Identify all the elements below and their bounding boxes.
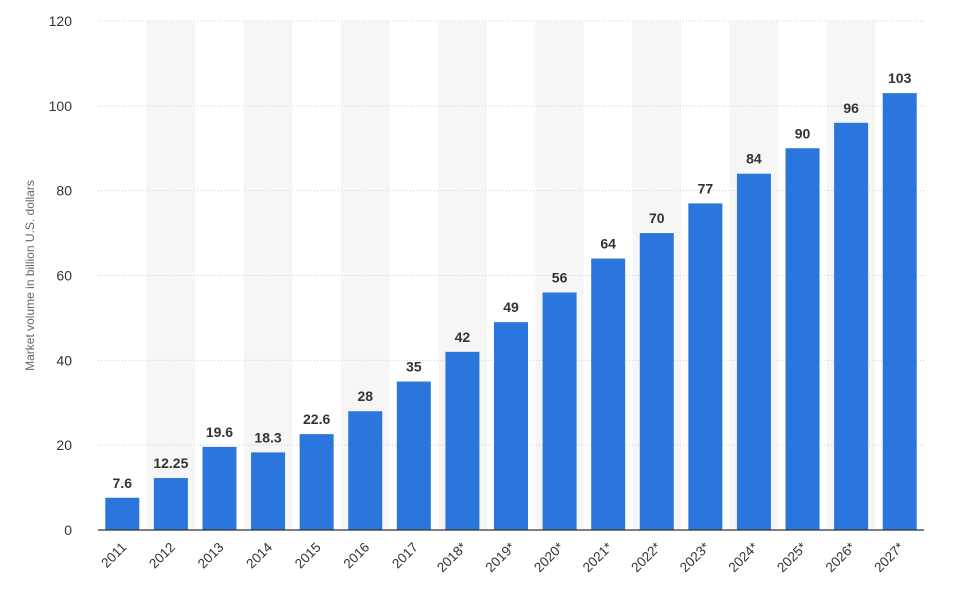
bar-2026 (834, 122, 869, 531)
x-axis-ticks: 2011 2012 2013 2014 2015 2016 2017 2018* 2019* 20… (98, 539, 907, 575)
bar-2013 (202, 446, 237, 530)
y-tick-label: 120 (49, 13, 73, 29)
y-tick-label: 100 (49, 98, 73, 114)
x-tick-label: 2016 (341, 540, 373, 572)
value-label: 56 (552, 269, 568, 285)
bar-2025 (785, 148, 820, 530)
value-label: 96 (843, 100, 859, 116)
value-label: 42 (455, 329, 471, 345)
bar-2012 (153, 478, 188, 530)
bar-2018 (445, 351, 480, 530)
x-tick-label: 2022* (628, 539, 664, 575)
x-tick-label: 2019* (483, 539, 519, 575)
x-tick-label: 2018* (434, 539, 470, 575)
bar-2019 (494, 322, 528, 530)
x-tick-label: 2024* (725, 539, 761, 575)
value-label: 90 (795, 125, 811, 141)
value-label: 22.6 (303, 411, 330, 427)
x-tick-label: 2023* (677, 539, 713, 575)
x-tick-label: 2014 (243, 539, 275, 571)
value-label: 28 (357, 388, 373, 404)
value-label: 19.6 (206, 424, 233, 440)
value-label: 49 (503, 299, 519, 315)
bar-2017 (396, 381, 431, 530)
value-labels: 7.6 12.25 19.6 18.3 22.6 28 35 42 49 56 64 70 77 84 90… (113, 70, 912, 491)
x-tick-label: 2011 (98, 540, 129, 571)
bar-2023 (688, 203, 723, 530)
x-tick-label: 2021* (580, 539, 616, 575)
value-label: 70 (649, 210, 665, 226)
value-label: 7.6 (113, 475, 133, 491)
x-tick-label: 2026* (823, 539, 859, 575)
value-label: 35 (406, 359, 422, 375)
bar-2015 (299, 434, 334, 530)
y-tick-label: 20 (56, 437, 72, 453)
bar-2021 (591, 258, 626, 530)
y-axis-title: Market volume in billion U.S. dollars (23, 180, 37, 371)
bar-2022 (639, 233, 674, 531)
y-tick-label: 60 (56, 268, 72, 284)
x-tick-label: 2020* (531, 539, 567, 575)
value-label: 103 (888, 70, 912, 86)
bar-2024 (736, 173, 771, 530)
bar-2011 (105, 497, 140, 530)
y-tick-label: 0 (64, 522, 72, 538)
bar-2016 (348, 411, 383, 530)
x-tick-label: 2017 (389, 540, 421, 572)
x-tick-label: 2025* (774, 539, 810, 575)
bars (105, 93, 917, 531)
value-label: 18.3 (254, 429, 281, 445)
x-tick-label: 2027* (871, 539, 907, 575)
bar-2020 (542, 292, 577, 530)
x-tick-label: 2012 (146, 540, 178, 572)
value-label: 77 (698, 180, 714, 196)
x-tick-label: 2015 (292, 540, 324, 572)
value-label: 84 (746, 151, 762, 167)
value-label: 12.25 (153, 455, 188, 471)
y-tick-label: 40 (56, 352, 72, 368)
y-axis-ticks: 0 20 40 60 80 100 120 (49, 13, 73, 538)
bar-2014 (251, 452, 286, 530)
value-label: 64 (600, 236, 616, 252)
y-tick-label: 80 (56, 183, 72, 199)
x-tick-label: 2013 (195, 540, 227, 572)
bar-2027 (882, 93, 917, 530)
